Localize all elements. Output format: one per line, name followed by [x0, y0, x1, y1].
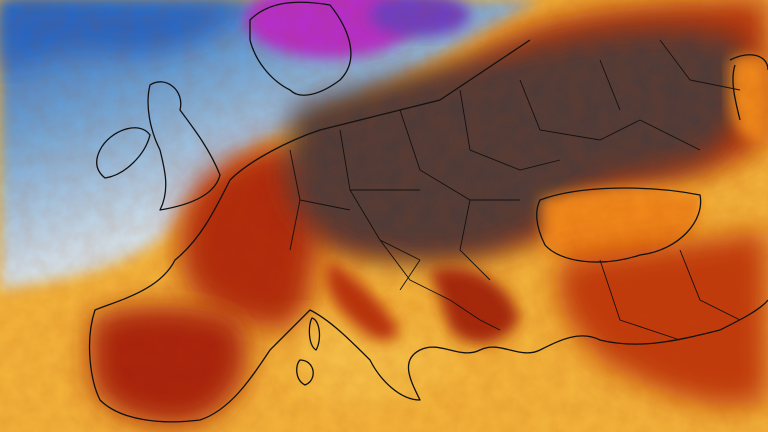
ireland: [96, 127, 151, 179]
mainland-coast: [88, 39, 768, 423]
britain: [147, 81, 221, 211]
scandinavia: [249, 1, 352, 96]
coastlines: [88, 1, 768, 423]
islands: [296, 317, 321, 386]
caspian-coast: [729, 54, 768, 121]
borders: [289, 39, 741, 341]
black-sea-coast: [536, 187, 702, 263]
